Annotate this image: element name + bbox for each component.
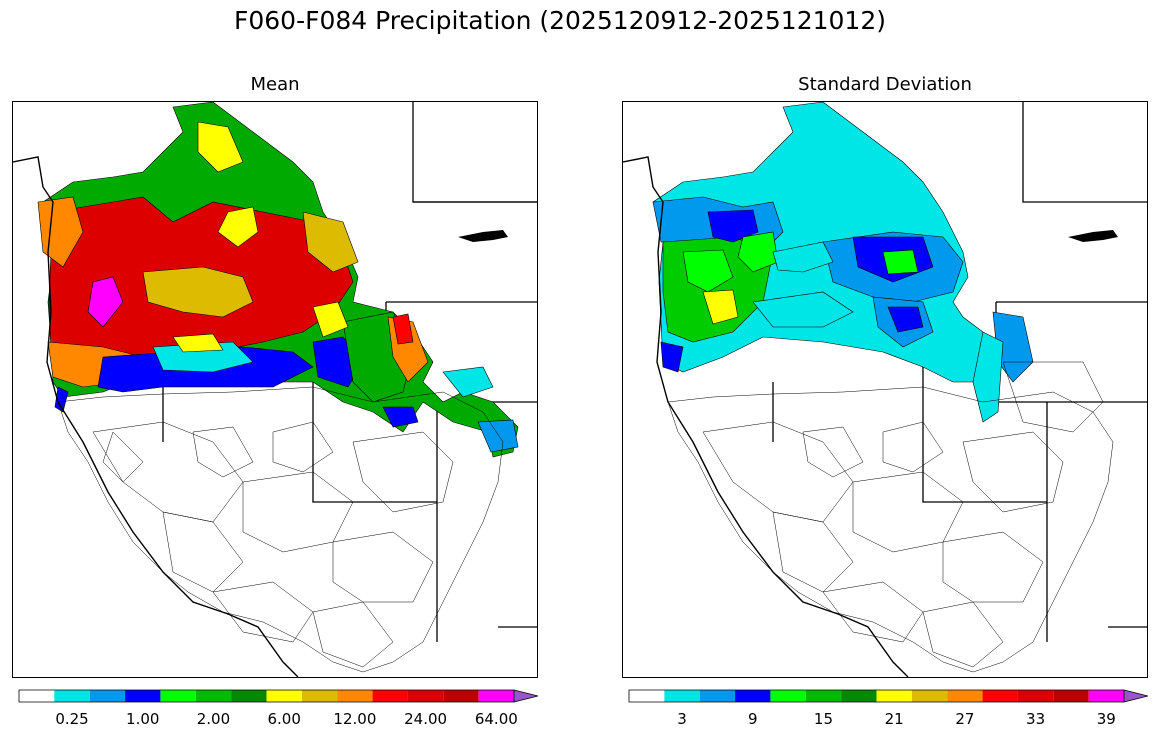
colorbar-segment (125, 690, 161, 702)
colorbar-tick-label: 21 (884, 710, 904, 728)
colorbar-segment (876, 690, 912, 702)
colorbar-tick-label: 1.00 (126, 710, 160, 728)
panel-title-mean: Mean (250, 74, 300, 95)
colorbar-segment (231, 690, 267, 702)
colorbar-extend-arrow (1123, 689, 1148, 703)
colorbar-tick-label: 2.00 (196, 710, 231, 728)
colorbar-segment (947, 690, 983, 702)
colorbar-segment (407, 690, 444, 702)
colorbar-segment (195, 690, 232, 702)
colorbar-segment (629, 690, 665, 702)
map-stddev-canvas (623, 102, 1147, 677)
colorbar-segment (805, 690, 842, 702)
colorbar-stddev (628, 689, 1148, 703)
colorbar-tick-label: 15 (813, 710, 833, 728)
colorbar-outline (628, 689, 1124, 703)
colorbar-segment (841, 690, 877, 702)
colorbar-segment (911, 690, 948, 702)
colorbar-segment (1017, 690, 1054, 702)
map-stddev (622, 101, 1148, 678)
colorbar-segment (160, 690, 196, 702)
colorbar-tick-label: 64.00 (474, 710, 518, 728)
colorbar-tick-label: 9 (747, 710, 758, 728)
colorbar-tick-label: 3 (677, 710, 687, 728)
colorbar-segment (664, 690, 700, 702)
colorbar-tick-label: 27 (955, 710, 975, 728)
colorbar-segment (372, 690, 408, 702)
colorbar-segment (770, 690, 806, 702)
map-mean-canvas (13, 102, 537, 677)
colorbar-segment (1053, 690, 1089, 702)
colorbar-segment (89, 690, 126, 702)
colorbar-tick-label: 24.00 (404, 710, 448, 728)
colorbar-tick-label: 6.00 (267, 710, 301, 728)
figure-title: F060-F084 Precipitation (2025120912-2025… (233, 6, 886, 35)
colorbar-tick-label: 39 (1096, 710, 1116, 728)
panel-title-stddev: Standard Deviation (798, 74, 972, 95)
colorbar-segment (1088, 690, 1124, 702)
colorbar-tick-label: 12.00 (333, 710, 377, 728)
colorbar-segment (54, 690, 90, 702)
colorbar-tick-label: 33 (1026, 710, 1046, 728)
map-mean (12, 101, 538, 678)
colorbar-extend-arrow (513, 689, 538, 703)
colorbar-segment (337, 690, 373, 702)
colorbar-segment (443, 690, 479, 702)
colorbar-segment (19, 690, 55, 702)
colorbar-segment (301, 690, 338, 702)
colorbar-segment (478, 690, 514, 702)
colorbar-segment (266, 690, 302, 702)
colorbar-tick-label: 0.25 (55, 710, 89, 728)
colorbar-segment (699, 690, 736, 702)
colorbar-mean (18, 689, 538, 703)
colorbar-segment (982, 690, 1018, 702)
colorbar-segment (735, 690, 771, 702)
colorbar-outline (18, 689, 514, 703)
